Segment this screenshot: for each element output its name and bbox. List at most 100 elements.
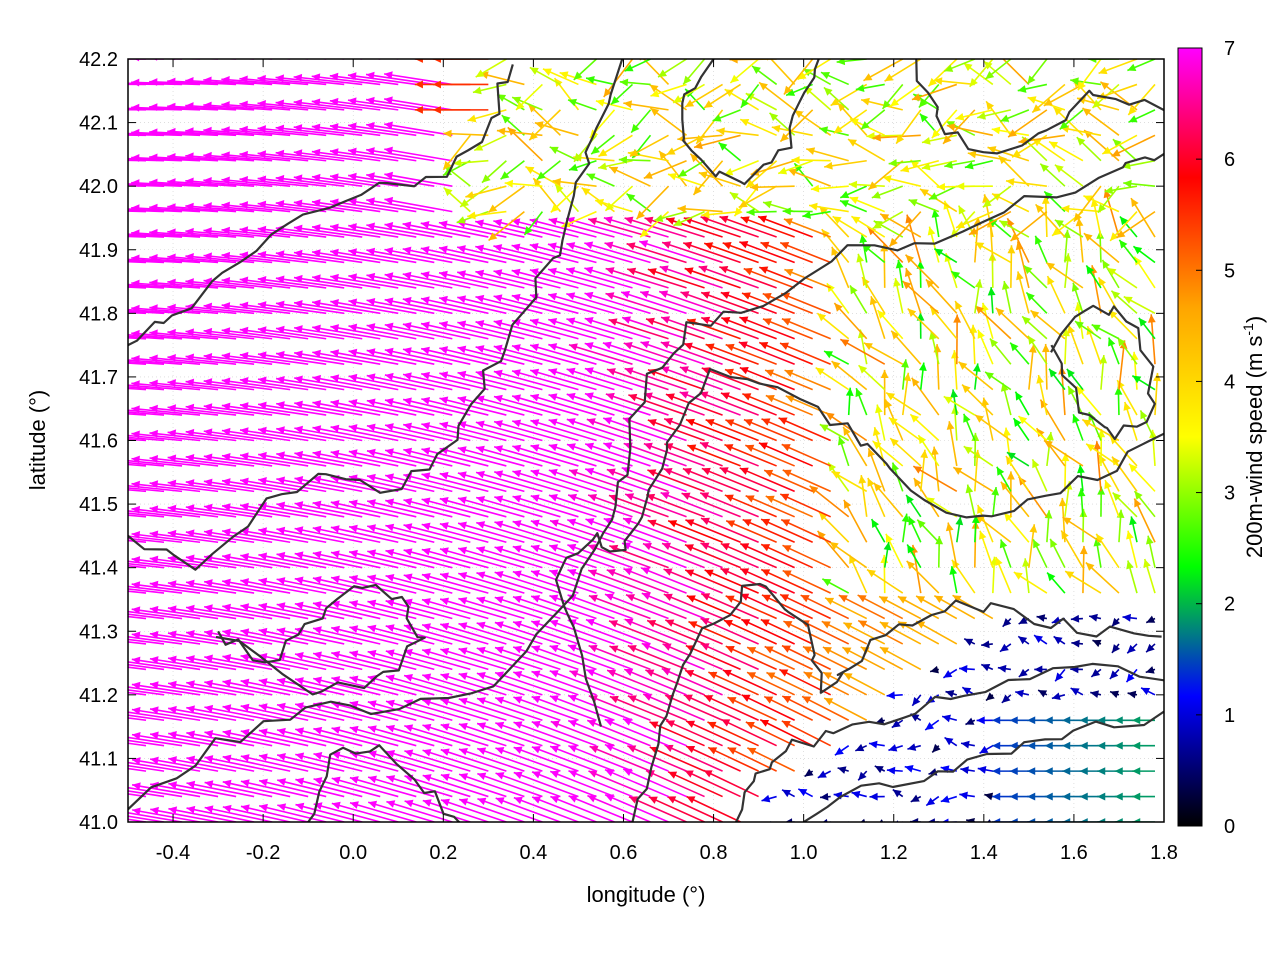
wind-vector-head	[386, 775, 396, 783]
wind-vector-head	[1126, 560, 1134, 570]
wind-vector-head	[293, 174, 303, 183]
wind-vector-head	[877, 310, 886, 319]
wind-vector-head	[1032, 104, 1041, 113]
wind-vector	[457, 321, 525, 340]
wind-vector	[766, 671, 814, 696]
wind-vector-head	[239, 175, 249, 184]
wind-vector	[531, 746, 597, 772]
wind-vector	[330, 451, 399, 467]
wind-vector-head	[739, 241, 749, 249]
wind-vector-head	[276, 526, 286, 535]
wind-vector-head	[740, 98, 749, 108]
wind-vector-head	[760, 33, 769, 41]
wind-vector-head	[1018, 616, 1028, 624]
wind-vector	[647, 268, 705, 289]
wind-vector-head	[566, 418, 576, 426]
wind-vector-head	[258, 451, 267, 460]
wind-vector-head	[59, 81, 67, 89]
wind-vector-head	[845, 387, 854, 396]
wind-vector-head	[348, 399, 358, 407]
wind-vector-head	[743, 419, 753, 427]
wind-vector-head	[567, 543, 577, 552]
wind-vector-head	[700, 517, 710, 526]
wind-vector	[760, 568, 813, 594]
wind-vector	[204, 756, 273, 772]
wind-vector-head	[591, 40, 600, 48]
wind-vector	[684, 669, 741, 696]
wind-vector	[347, 99, 417, 111]
wind-vector	[349, 802, 417, 822]
wind-vector-head	[740, 568, 750, 576]
wind-vector	[167, 155, 237, 162]
wind-vector-head	[1029, 524, 1038, 533]
wind-vector	[128, 434, 183, 442]
wind-vector	[605, 267, 669, 289]
wind-vector-head	[624, 668, 634, 677]
wind-vector-head	[1092, 639, 1102, 648]
wind-vector-head	[167, 404, 177, 413]
wind-vector	[149, 356, 219, 365]
wind-vector	[329, 175, 399, 187]
wind-vector	[240, 554, 309, 569]
wind-vector-head	[956, 182, 965, 191]
wind-vector-head	[432, 80, 441, 89]
wind-vector	[584, 292, 651, 315]
wind-vector	[530, 495, 597, 518]
wind-vector	[221, 153, 291, 162]
wind-vector-head	[684, 267, 694, 275]
wind-vector-head	[666, 217, 675, 225]
wind-vector-head	[203, 453, 213, 462]
wind-vector-head	[114, 582, 123, 590]
wind-vector-head	[239, 301, 249, 310]
wind-vector-head	[294, 274, 303, 283]
wind-vector	[131, 733, 201, 747]
wind-vector-head	[403, 548, 413, 556]
wind-vector-head	[258, 527, 268, 536]
wind-vector-head	[1027, 75, 1036, 85]
wind-vector-head	[512, 369, 521, 377]
wind-vector	[258, 453, 327, 467]
wind-vector	[475, 245, 543, 264]
wind-vector-head	[585, 467, 595, 476]
wind-vector-head	[257, 376, 267, 385]
wind-vector	[330, 501, 399, 518]
wind-vector-head	[918, 98, 928, 108]
wind-vector-head	[1061, 452, 1070, 462]
wind-vector-head	[458, 672, 468, 680]
wind-vector	[128, 767, 147, 772]
wind-vector-head	[850, 285, 858, 295]
wind-vector-head	[368, 775, 377, 784]
wind-vector	[329, 125, 399, 137]
wind-vector	[384, 273, 453, 289]
wind-vector	[128, 565, 147, 569]
wind-vector-head	[439, 471, 449, 480]
wind-vector	[476, 597, 543, 620]
wind-vector-head	[618, 155, 628, 164]
wind-vector-head	[530, 469, 540, 477]
wind-vector-head	[603, 216, 613, 224]
wind-vector-head	[1092, 99, 1102, 108]
wind-vector	[511, 269, 579, 289]
wind-vector-head	[851, 216, 861, 224]
wind-vector-head	[958, 205, 966, 215]
wind-vector-head	[293, 249, 303, 258]
wind-vector-head	[856, 253, 865, 263]
wind-vector	[128, 359, 183, 365]
wind-vector-head	[658, 69, 668, 78]
wind-vector	[348, 375, 417, 391]
wind-vector-head	[95, 105, 103, 113]
wind-vector	[128, 183, 183, 187]
wind-vector-head	[476, 697, 486, 705]
wind-vector-head	[348, 449, 358, 457]
wind-vector	[276, 478, 345, 493]
wind-vector-head	[963, 63, 973, 72]
wind-vector-head	[420, 246, 430, 254]
wind-vector-head	[131, 78, 140, 87]
wind-vector	[311, 150, 381, 162]
wind-vector-head	[667, 796, 677, 804]
wind-vector-head	[258, 552, 268, 561]
wind-vector-head	[726, 520, 736, 528]
wind-vector-head	[385, 523, 395, 532]
wind-vector-head	[991, 126, 1001, 135]
wind-vector-head	[222, 779, 232, 788]
